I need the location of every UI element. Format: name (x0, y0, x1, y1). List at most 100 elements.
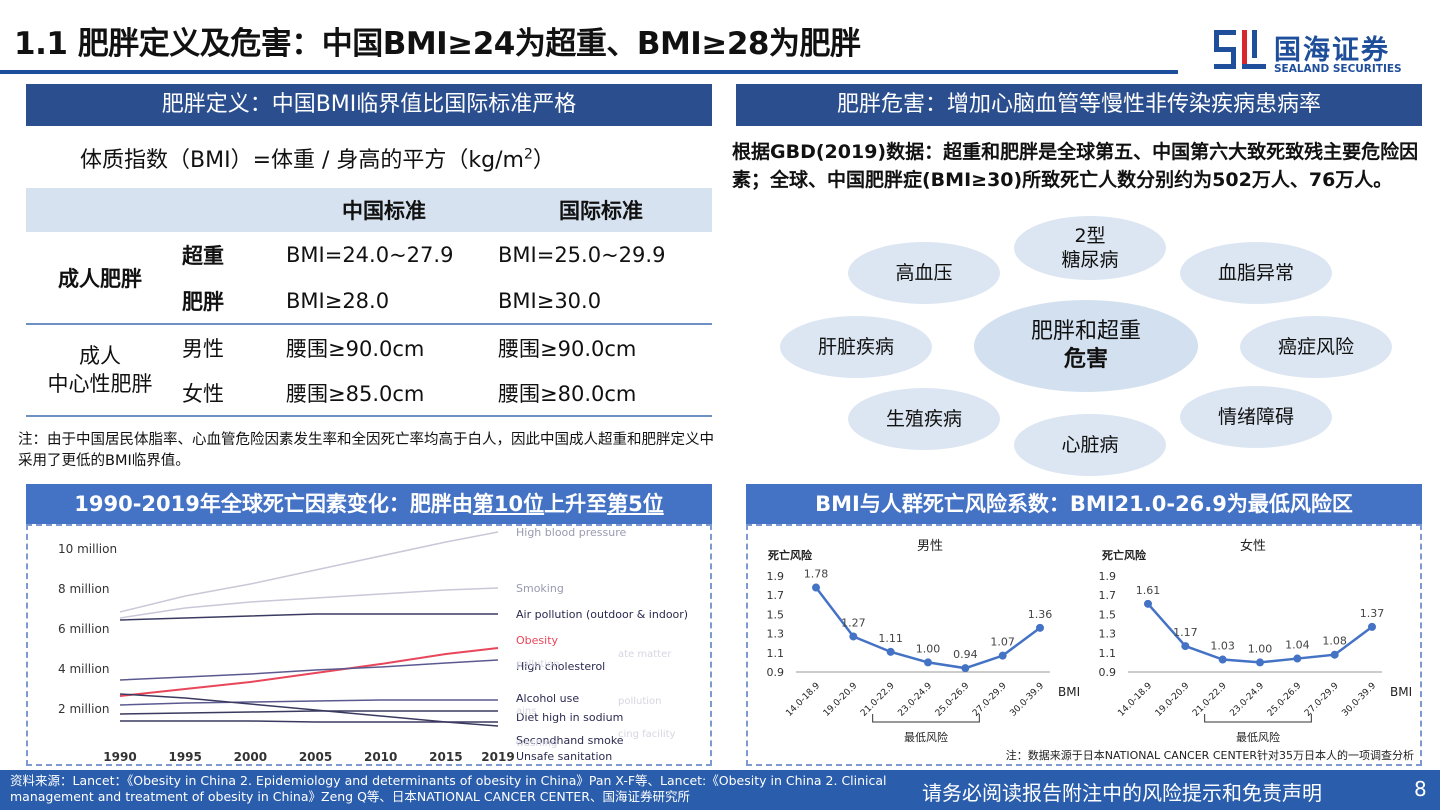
x-tick-label: 19.0-20.9 (822, 681, 860, 719)
harm-section-header: 肥胖危害：增加心脑血管等慢性非传染疾病患病率 (736, 84, 1422, 126)
faded-series-label: pollution (516, 659, 560, 670)
footer: 资料来源：Lancet：《Obesity in China 2. Epidemi… (0, 770, 1440, 810)
risk-point (924, 658, 932, 667)
center-oval-line1: 肥胖和超重 (1030, 319, 1141, 344)
risk-value-label: 1.61 (1136, 584, 1161, 597)
risk-point (1330, 650, 1339, 659)
x-tick-label: 2010 (364, 750, 397, 764)
logo-text-en: SEALAND SECURITIES (1274, 63, 1402, 75)
oval-diabetes-line2: 糖尿病 (1061, 249, 1119, 271)
x-tick-label: 2015 (429, 750, 462, 764)
y-tick-label: 1.5 (767, 608, 785, 621)
risk-point (849, 632, 858, 641)
table-row: 成人肥胖 超重 BMI=24.0~27.9 BMI=25.0~29.9 (26, 232, 712, 291)
series-line (119, 710, 498, 715)
formula-main: 体质指数（BMI）=体重 / 身高的平方（kg/m (80, 148, 524, 173)
table-row: 女性 腰围≥85.0cm 腰围≥80.0cm (26, 370, 712, 417)
y-tick-label: 0.9 (1099, 666, 1117, 679)
risk-value-label: 1.00 (916, 642, 941, 655)
y-tick-label: 2 million (58, 702, 109, 716)
series-line (119, 693, 499, 727)
risk-point (961, 664, 970, 673)
risk-value-label: 0.94 (953, 648, 978, 661)
panel-title: 女性 (1240, 538, 1266, 554)
rf-header-b: 第10位 (472, 492, 545, 516)
formula-superscript: 2 (523, 146, 533, 163)
risk-value-label: 1.27 (841, 616, 866, 629)
y-tick-label: 10 million (58, 542, 117, 556)
oval-lipid: 血脂异常 (1180, 242, 1332, 304)
series-label: Unsafe sanitation (516, 750, 612, 763)
x-tick-label: 27.0-29.9 (971, 681, 1009, 719)
row-label: 男性 (174, 323, 278, 370)
series-label: Air pollution (outdoor & indoor) (516, 608, 688, 621)
faded-series-label: ate matter (618, 649, 672, 660)
bmi-mortality-section-header: BMI与人群死亡风险系数：BMI21.0-26.9为最低风险区 (746, 484, 1422, 524)
x-tick-label: 23.0-24.9 (896, 681, 934, 719)
oval-diabetes-line1: 2型 (1074, 225, 1106, 247)
lowest-risk-bracket (1204, 714, 1312, 723)
risk-value-label: 1.11 (878, 632, 903, 645)
y-tick-label: 1.7 (1099, 589, 1117, 602)
oval-diabetes: 2型 糖尿病 (1014, 216, 1166, 280)
rf-header-c: 上升至 (544, 492, 608, 516)
series-line (119, 587, 499, 619)
risk-value-label: 1.78 (804, 568, 829, 581)
x-tick-label: 19.0-20.9 (1154, 681, 1192, 719)
oval-cancer: 癌症风险 (1240, 316, 1392, 378)
risk-point (1036, 623, 1044, 632)
oval-hypertension: 高血压 (848, 242, 1000, 304)
x-tick-label: 1995 (168, 750, 201, 764)
oval-liver: 肝脏疾病 (780, 316, 932, 378)
x-tick-label: 2000 (234, 750, 267, 764)
lowest-risk-label: 最低风险 (1236, 730, 1280, 744)
risk-point (1368, 622, 1376, 631)
gbd-summary-text: 根据GBD(2019)数据：超重和肥胖是全球第五、中国第六大致死致残主要危险因素… (732, 141, 1419, 191)
footer-disclaimer: 请务必阅读报告附注中的风险提示和免责声明 (922, 781, 1322, 805)
y-tick-label: 6 million (58, 622, 109, 636)
formula-end: ） (532, 148, 555, 173)
oval-heart: 心脏病 (1014, 414, 1166, 476)
y-tick-label: 8 million (58, 582, 109, 596)
series-label: Diet high in sodium (516, 711, 623, 724)
faded-series-label: washing (516, 738, 557, 749)
series-line (119, 659, 499, 681)
footer-source: 资料来源：Lancet：《Obesity in China 2. Epidemi… (10, 773, 887, 804)
series-line (119, 699, 498, 706)
group-central-line1: 成人 (79, 344, 121, 368)
cell-china: 腰围≥85.0cm (278, 370, 490, 417)
series-line (119, 531, 499, 613)
risk-factor-chart-frame: 2 million 4 million 6 million 8 million 10 m… (26, 524, 712, 766)
rf-header-d: 第5位 (607, 492, 664, 516)
y-tick-label: 1.3 (767, 628, 785, 641)
risk-value-label: 1.17 (1173, 626, 1198, 639)
faded-series-label: ains (516, 706, 536, 717)
group-adult-obesity: 成人肥胖 (58, 266, 142, 291)
x-tick-label: 25.0-26.9 (1266, 681, 1304, 719)
cell-china: BMI≥28.0 (286, 288, 390, 313)
title-divider (0, 70, 1178, 74)
x-tick-label: 21.0-22.9 (1191, 681, 1229, 719)
x-tick-label: 30.0-39.9 (1340, 681, 1378, 719)
center-oval-obesity-harm: 肥胖和超重 危害 (974, 300, 1198, 392)
x-tick-label: 14.0-18.9 (1116, 681, 1154, 719)
rf-header-a: 1990-2019年全球死亡因素变化：肥胖由 (74, 492, 473, 516)
faded-series-label: cing facility (618, 729, 676, 740)
cell-intl: BMI≥30.0 (498, 288, 602, 313)
risk-point (886, 647, 895, 656)
series-label: Alcohol use (516, 692, 579, 705)
definition-section-header: 肥胖定义：中国BMI临界值比国际标准严格 (26, 84, 712, 126)
risk-value-label: 1.37 (1360, 607, 1385, 620)
risk-point (998, 651, 1007, 660)
cell-china: BMI=24.0~27.9 (286, 243, 454, 267)
oval-emotion: 情绪障碍 (1180, 386, 1332, 448)
y-tick-label: 1.3 (1099, 628, 1117, 641)
logo-text-cn: 国海证券 (1274, 35, 1390, 66)
y-tick-label: 1.9 (1099, 570, 1117, 583)
risk-value-label: 1.00 (1248, 642, 1273, 655)
risk-factor-section-header: 1990-2019年全球死亡因素变化：肥胖由第10位上升至第5位 (26, 484, 712, 524)
series-label: Smoking (516, 582, 564, 595)
risk-point (1218, 655, 1227, 664)
x-tick-label: 25.0-26.9 (934, 681, 972, 719)
